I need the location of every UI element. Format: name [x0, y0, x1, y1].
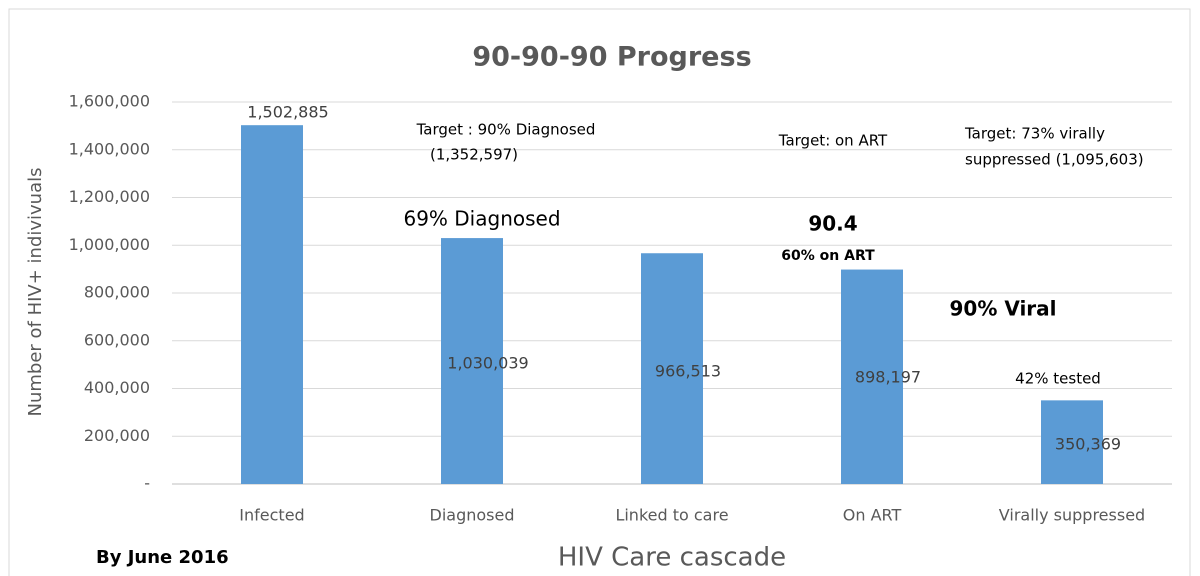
- bar: [241, 125, 303, 484]
- y-tick-label: 1,000,000: [69, 235, 150, 254]
- x-tick-label: Infected: [239, 506, 304, 525]
- y-tick-label: 1,600,000: [69, 92, 150, 111]
- value-label: 350,369: [1055, 435, 1121, 454]
- value-label: 1,502,885: [247, 103, 328, 122]
- annotation: (1,352,597): [430, 146, 518, 164]
- x-tick-label: On ART: [843, 506, 902, 525]
- x-tick-label: Linked to care: [615, 506, 728, 525]
- chart-frame: [8, 8, 1191, 576]
- chart-title: 90-90-90 Progress: [472, 42, 751, 73]
- annotation: 90.4: [808, 212, 857, 236]
- y-axis-label: Number of HIV+ indivivuals: [25, 167, 46, 416]
- y-tick-label: -: [144, 474, 150, 493]
- annotation: 42% tested: [1015, 370, 1101, 388]
- annotation: Target : 90% Diagnosed: [416, 121, 596, 139]
- annotation: 90% Viral: [949, 297, 1056, 321]
- annotation: Target: 73% virally: [964, 125, 1105, 143]
- bar: [441, 238, 503, 484]
- annotation: suppressed (1,095,603): [965, 151, 1144, 169]
- bar: [641, 253, 703, 484]
- x-axis-label: HIV Care cascade: [558, 543, 786, 573]
- value-label: 898,197: [855, 368, 921, 387]
- y-tick-label: 400,000: [84, 378, 150, 397]
- annotation: 60% on ART: [781, 248, 875, 264]
- value-label: 1,030,039: [447, 354, 528, 373]
- annotations: 69% Diagnosed Target : 90% Diagnosed (1,…: [403, 121, 1143, 388]
- y-tick-label: 1,200,000: [69, 187, 150, 206]
- value-label: 966,513: [655, 362, 721, 381]
- annotation: 69% Diagnosed: [403, 207, 560, 231]
- y-tick-label: 1,400,000: [69, 139, 150, 158]
- y-tick-label: 600,000: [84, 330, 150, 349]
- y-tick-label: 800,000: [84, 283, 150, 302]
- bar: [841, 269, 903, 484]
- x-tick-label: Virally suppressed: [999, 506, 1145, 525]
- bar: [1041, 400, 1103, 484]
- footnote: By June 2016: [96, 547, 229, 568]
- annotation: Target: on ART: [778, 132, 888, 150]
- x-tick-label: Diagnosed: [430, 506, 515, 525]
- y-tick-label: 200,000: [84, 426, 150, 445]
